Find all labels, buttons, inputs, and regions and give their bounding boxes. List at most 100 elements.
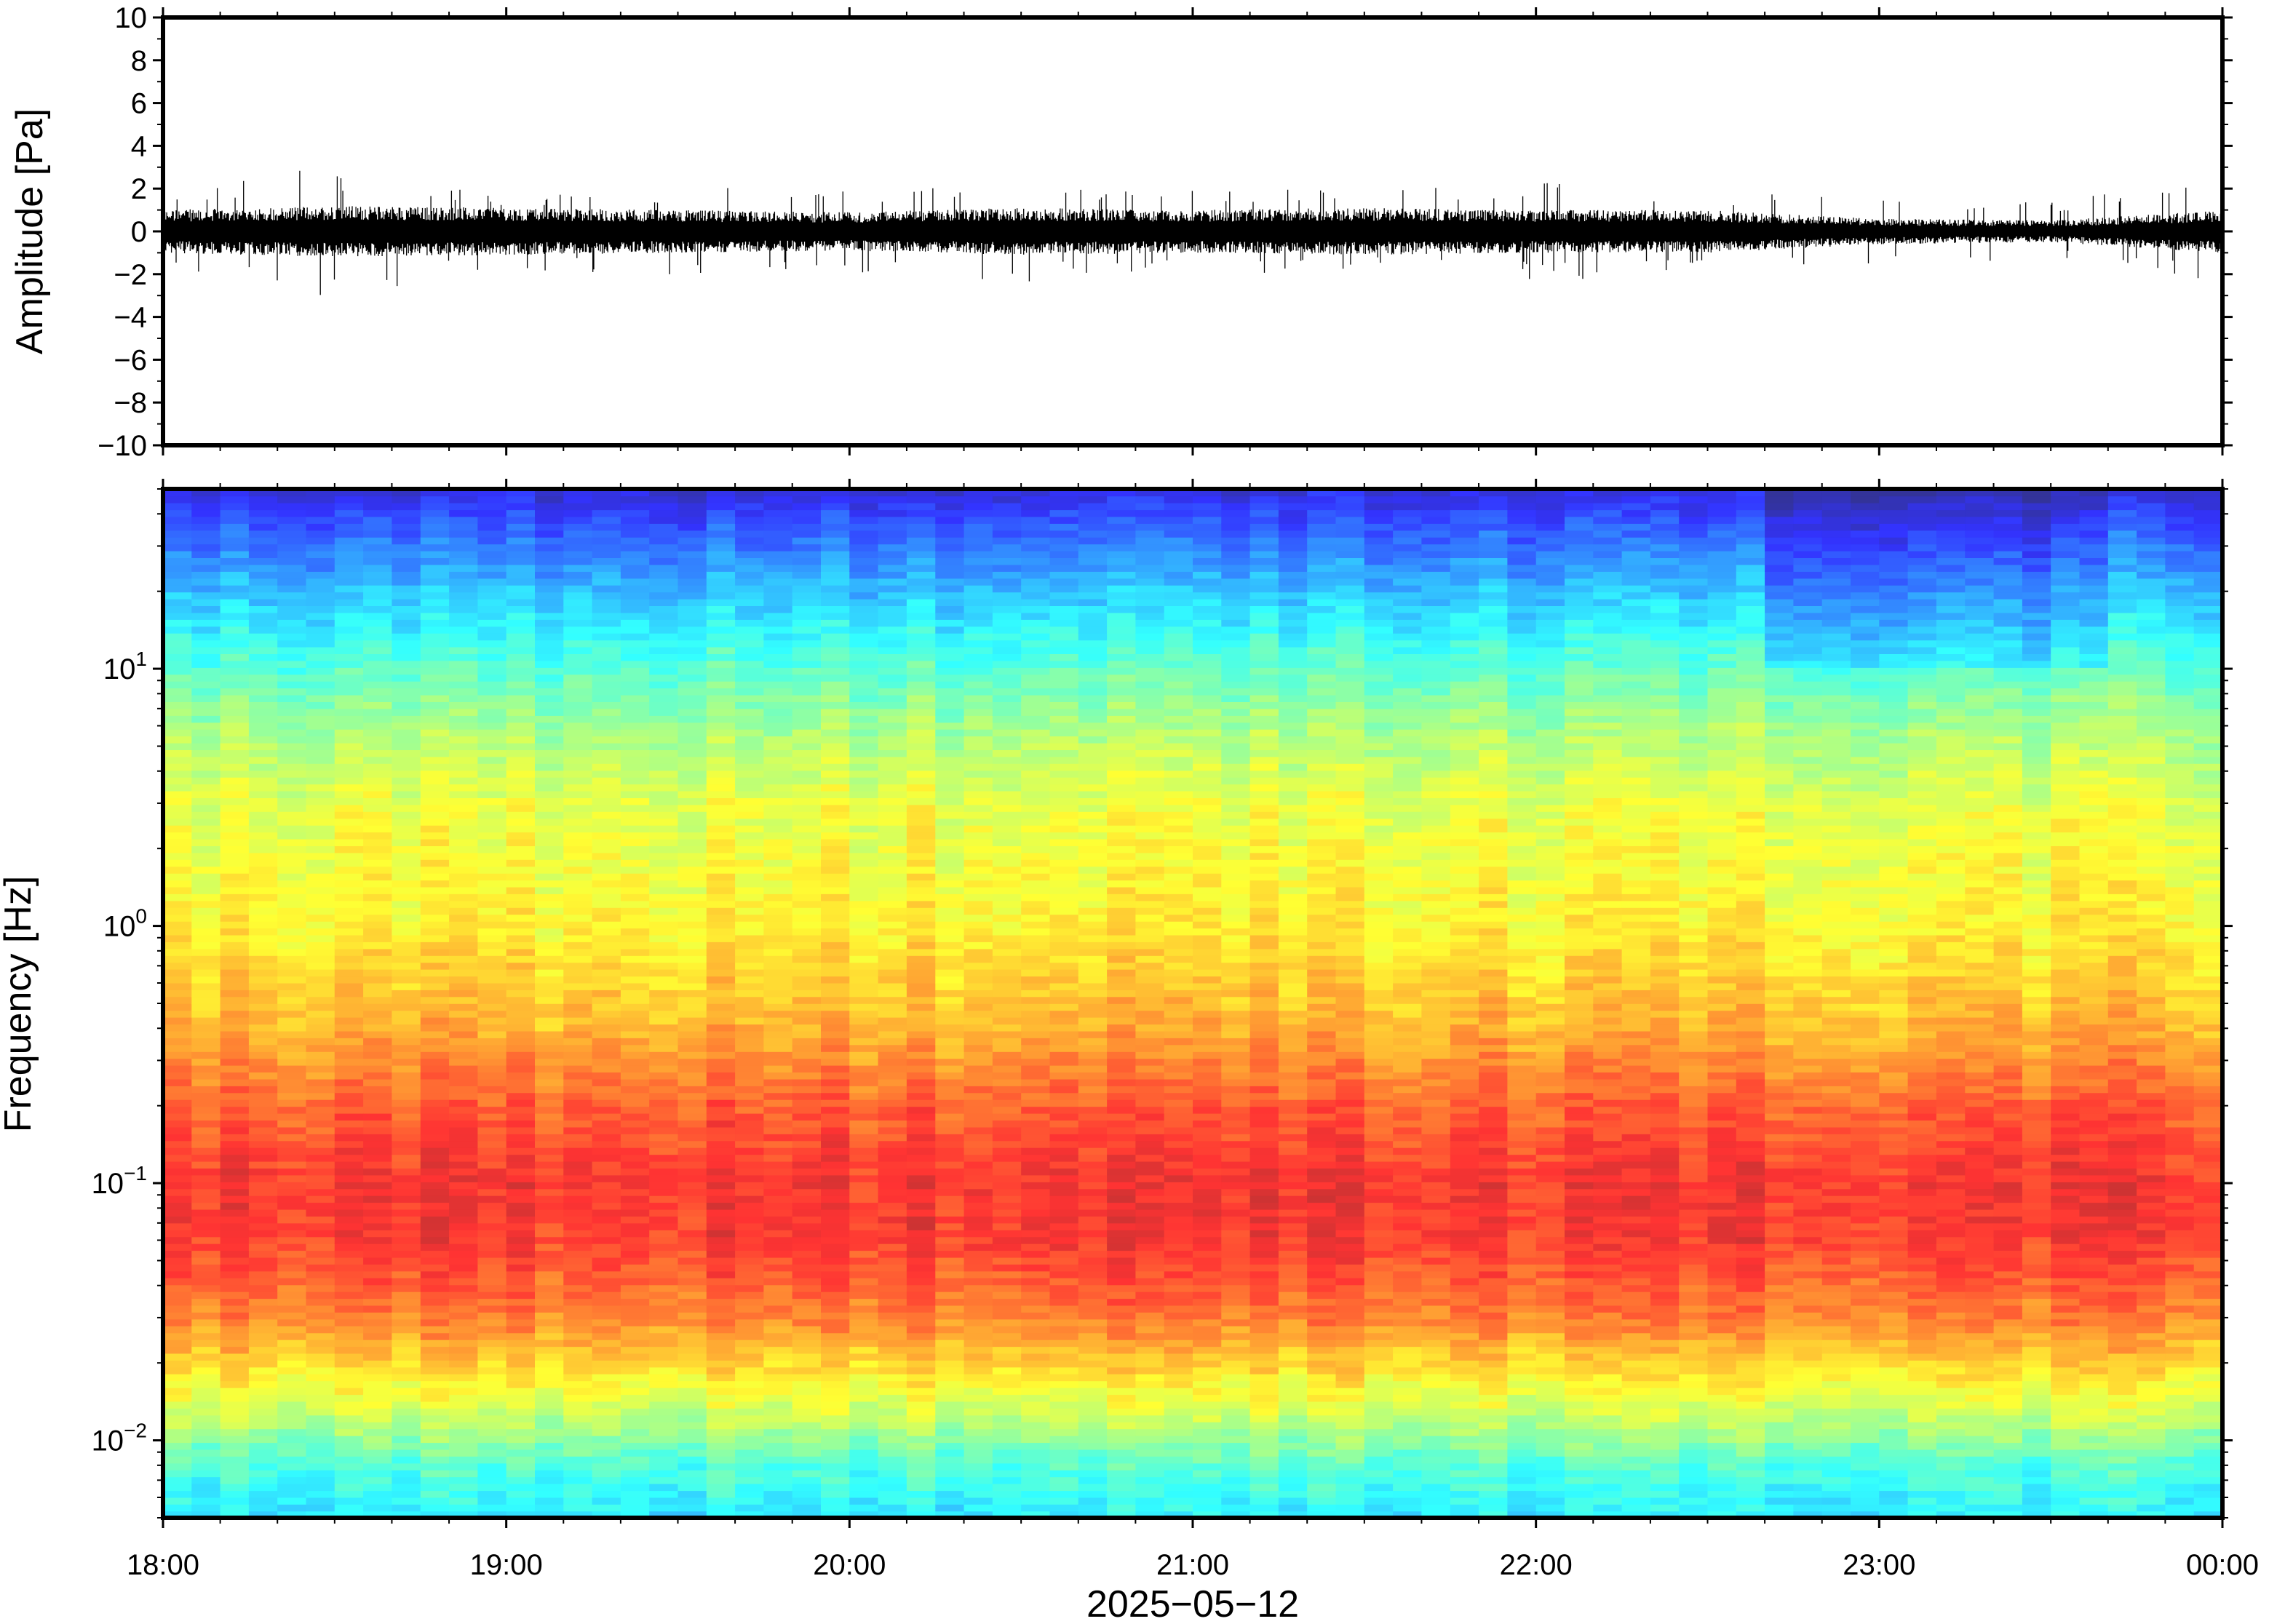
spectrogram-cell [906, 1449, 936, 1457]
spectrogram-cell [220, 1024, 250, 1032]
spectrogram-cell [220, 811, 250, 819]
spectrogram-cell [792, 976, 822, 984]
spectrogram-cell [792, 934, 822, 942]
spectrogram-cell [1021, 523, 1051, 531]
spectrogram-cell [677, 646, 707, 654]
spectrogram-cell [277, 1380, 307, 1388]
spectrogram-cell [220, 838, 250, 846]
spectrogram-cell [821, 776, 851, 785]
spectrogram-cell [191, 1366, 221, 1374]
spectrogram-cell [1021, 1202, 1051, 1210]
spectrogram-cell [334, 1353, 364, 1361]
spectrogram-cell [849, 688, 879, 696]
spectrogram-cell [1049, 1284, 1079, 1292]
spectrogram-cell [763, 982, 793, 990]
spectrogram-cell [906, 1182, 936, 1190]
spectrogram-cell [449, 1051, 479, 1059]
spectrogram-cell [334, 763, 364, 771]
spectrogram-cell [849, 1209, 879, 1217]
spectrogram-cell [906, 996, 936, 1004]
spectrogram-cell [649, 612, 679, 620]
spectrogram-cell [992, 516, 1022, 524]
spectrogram-cell [506, 688, 536, 696]
spectrogram-cell [735, 1442, 765, 1450]
spectrogram-cell [563, 784, 593, 792]
spectrogram-cell [563, 1195, 593, 1203]
spectrogram-cell [306, 523, 335, 531]
spectrogram-cell [792, 1257, 822, 1265]
spectrogram-cell [677, 832, 707, 840]
spectrogram-cell [392, 550, 421, 558]
spectrogram-cell [392, 1414, 421, 1422]
spectrogram-cell [477, 1504, 507, 1512]
spectrogram-cell [449, 1346, 479, 1354]
spectrogram-cell [878, 1387, 907, 1396]
spectrogram-cell [906, 1428, 936, 1436]
spectrogram-cell [592, 976, 621, 984]
spectrogram-cell [306, 1106, 335, 1114]
spectrogram-cell [306, 736, 335, 744]
spectrogram-cell [735, 1456, 765, 1464]
spectrogram-cell [906, 626, 936, 634]
spectrogram-cell [792, 1051, 822, 1059]
spectrogram-cell [563, 633, 593, 641]
spectrogram-cell [963, 626, 993, 634]
spectrogram-cell [649, 1064, 679, 1072]
spectrogram-cell [1049, 694, 1079, 702]
spectrogram-cell [248, 585, 278, 593]
spectrogram-cell [535, 1414, 565, 1422]
spectrogram-cell [992, 859, 1022, 867]
spectrogram-cell [220, 832, 250, 840]
spectrogram-cell [163, 776, 193, 785]
spectrogram-cell [535, 880, 565, 888]
spectrogram-cell [163, 1257, 193, 1265]
spectrogram-cell [963, 1366, 993, 1374]
spectrogram-cell [935, 502, 965, 511]
spectrogram-cell [792, 1490, 822, 1498]
spectrogram-cell [849, 811, 879, 819]
spectrogram-cell [792, 1222, 822, 1230]
spectrogram-cell [449, 1456, 479, 1464]
spectrogram-cell [1021, 1147, 1051, 1155]
spectrogram-cell [248, 1332, 278, 1340]
spectrogram-cell [878, 886, 907, 894]
spectrogram-cell [306, 605, 335, 613]
spectrogram-cell [763, 1230, 793, 1238]
spectrogram-cell [878, 1504, 907, 1512]
spectrogram-cell [163, 934, 193, 942]
spectrogram-cell [363, 1209, 393, 1217]
spectrogram-cell [363, 866, 393, 874]
spectrogram-cell [563, 571, 593, 579]
spectrogram-cell [992, 598, 1022, 606]
spectrogram-cell [735, 928, 765, 936]
spectrogram-cell [163, 1318, 193, 1326]
spectrogram-cell [1021, 633, 1051, 641]
spectrogram-cell [792, 1044, 822, 1052]
spectrogram-cell [334, 722, 364, 730]
spectrogram-cell [1021, 1134, 1051, 1142]
spectrogram-cell [248, 1462, 278, 1470]
spectrogram-cell [449, 1374, 479, 1382]
spectrogram-cell [191, 1236, 221, 1244]
spectrogram-cell [992, 1236, 1022, 1244]
spectrogram-cell [535, 1003, 565, 1011]
spectrogram-cell [306, 852, 335, 860]
spectrogram-cell [735, 914, 765, 922]
spectrogram-cell [906, 1078, 936, 1086]
spectrogram-cell [449, 968, 479, 977]
spectrogram-cell [906, 1374, 936, 1382]
spectrogram-cell [191, 1401, 221, 1409]
spectrogram-cell [763, 680, 793, 689]
spectrogram-cell [963, 653, 993, 661]
spectrogram-cell [306, 489, 335, 497]
spectrogram-cell [592, 516, 621, 524]
spectrogram-cell [878, 736, 907, 744]
spectrogram-cell [706, 914, 736, 922]
spectrogram-cell [277, 886, 307, 894]
spectrogram-cell [735, 694, 765, 702]
spectrogram-cell [821, 1353, 851, 1361]
spectrogram-cell [363, 1126, 393, 1134]
spectrogram-cell [792, 845, 822, 853]
spectrogram-cell [506, 674, 536, 682]
spectrogram-cell [906, 640, 936, 648]
